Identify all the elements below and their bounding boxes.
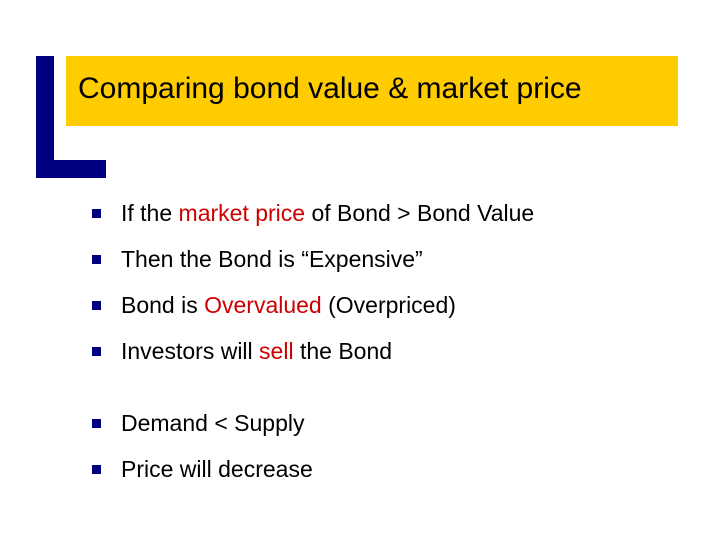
bullet-text: Bond is Overvalued (Overpriced) [121,292,456,319]
bullet-item: If the market price of Bond > Bond Value [92,190,652,236]
bullet-square-icon [92,209,101,218]
slide: { "layout": { "width": 720, "height": 54… [0,0,720,540]
bullet-square-icon [92,347,101,356]
bullet-text: If the market price of Bond > Bond Value [121,200,534,227]
bullet-item: Demand < Supply [92,400,652,446]
bullet-text: Then the Bond is “Expensive” [121,246,423,273]
highlight-text: sell [259,338,294,364]
bullet-text: Price will decrease [121,456,313,483]
slide-title: Comparing bond value & market price [78,72,582,106]
bullet-list: If the market price of Bond > Bond Value… [92,190,652,492]
bullet-item: Bond is Overvalued (Overpriced) [92,282,652,328]
bullet-item: Price will decrease [92,446,652,492]
group-spacer [92,374,652,400]
highlight-text: market price [179,200,306,226]
bullet-square-icon [92,465,101,474]
bullet-text: Investors will sell the Bond [121,338,392,365]
bullet-item: Then the Bond is “Expensive” [92,236,652,282]
bullet-square-icon [92,419,101,428]
highlight-text: Overvalued [204,292,322,318]
bullet-square-icon [92,301,101,310]
bullet-text: Demand < Supply [121,410,304,437]
bullet-item: Investors will sell the Bond [92,328,652,374]
accent-bar-horizontal [36,160,106,178]
bullet-square-icon [92,255,101,264]
